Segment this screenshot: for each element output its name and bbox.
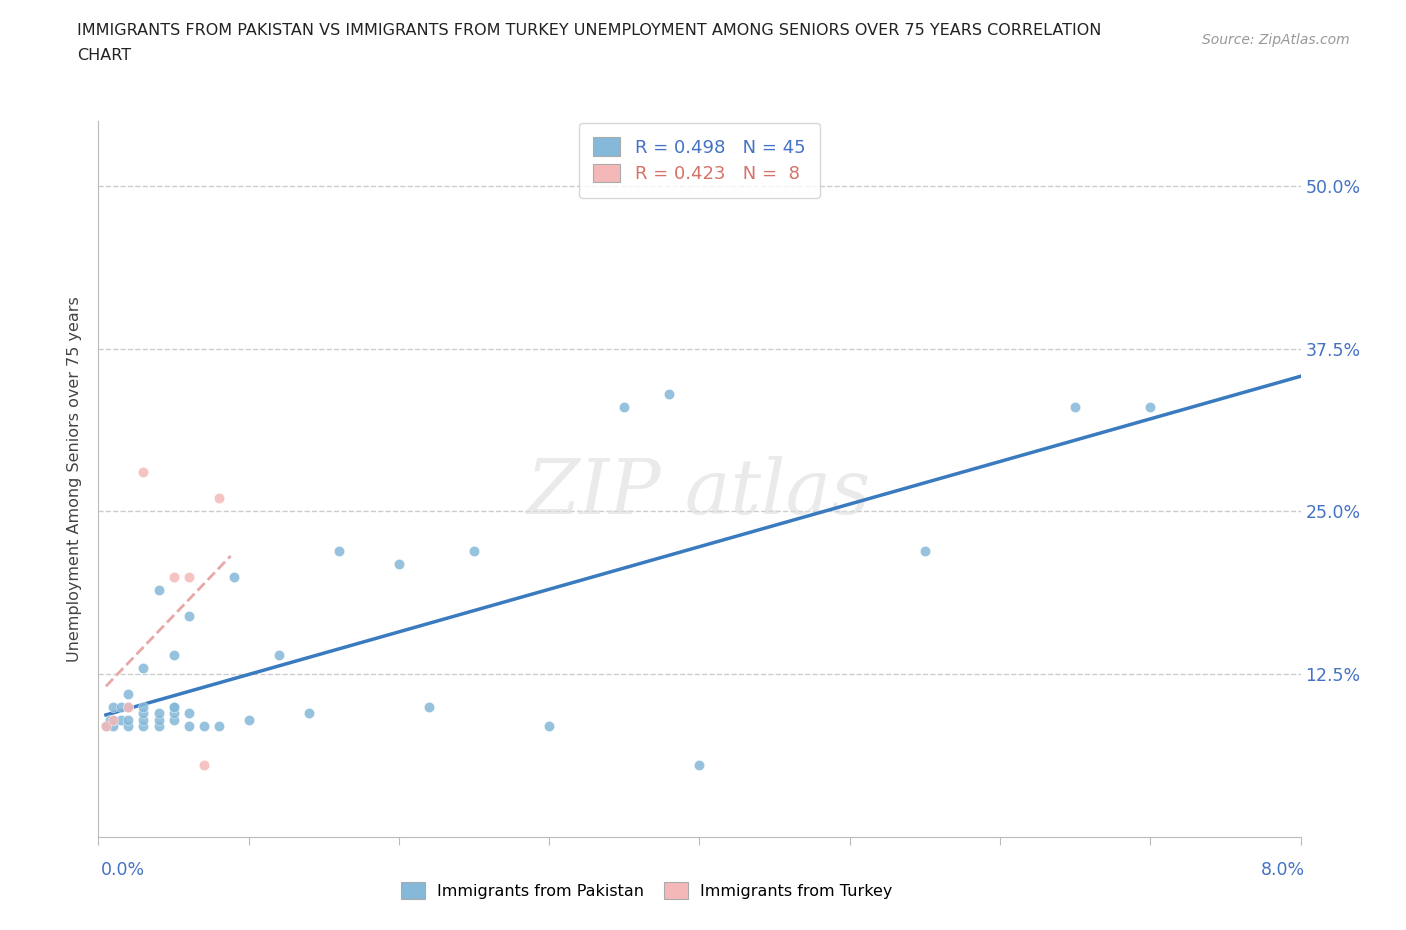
Point bbox=[208, 719, 231, 734]
Point bbox=[177, 569, 200, 584]
Point bbox=[103, 712, 125, 727]
Legend: Immigrants from Pakistan, Immigrants from Turkey: Immigrants from Pakistan, Immigrants fro… bbox=[394, 876, 900, 905]
Point bbox=[328, 543, 350, 558]
Point bbox=[162, 699, 184, 714]
Point bbox=[177, 608, 200, 623]
Point bbox=[100, 712, 122, 727]
Point bbox=[117, 699, 139, 714]
Point bbox=[208, 491, 231, 506]
Point bbox=[658, 387, 681, 402]
Point bbox=[132, 660, 155, 675]
Text: 8.0%: 8.0% bbox=[1261, 860, 1305, 879]
Point bbox=[177, 719, 200, 734]
Legend: R = 0.498   N = 45, R = 0.423   N =  8: R = 0.498 N = 45, R = 0.423 N = 8 bbox=[579, 123, 820, 197]
Text: CHART: CHART bbox=[77, 48, 131, 63]
Point bbox=[103, 699, 125, 714]
Point bbox=[117, 699, 139, 714]
Point bbox=[132, 465, 155, 480]
Point bbox=[103, 719, 125, 734]
Point bbox=[177, 706, 200, 721]
Point bbox=[132, 699, 155, 714]
Point bbox=[110, 699, 132, 714]
Point bbox=[117, 712, 139, 727]
Point bbox=[298, 706, 321, 721]
Point bbox=[103, 712, 125, 727]
Point bbox=[148, 712, 170, 727]
Point bbox=[132, 719, 155, 734]
Point bbox=[117, 719, 139, 734]
Point bbox=[238, 712, 260, 727]
Point bbox=[162, 569, 184, 584]
Point bbox=[162, 712, 184, 727]
Text: 0.0%: 0.0% bbox=[101, 860, 145, 879]
Point bbox=[162, 699, 184, 714]
Point bbox=[94, 719, 117, 734]
Point bbox=[689, 758, 711, 773]
Text: ZIP atlas: ZIP atlas bbox=[527, 457, 872, 530]
Point bbox=[463, 543, 485, 558]
Point bbox=[613, 400, 636, 415]
Point bbox=[162, 647, 184, 662]
Point bbox=[132, 706, 155, 721]
Point bbox=[132, 712, 155, 727]
Point bbox=[538, 719, 561, 734]
Point bbox=[117, 686, 139, 701]
Text: Source: ZipAtlas.com: Source: ZipAtlas.com bbox=[1202, 33, 1350, 46]
Point bbox=[222, 569, 245, 584]
Point bbox=[148, 706, 170, 721]
Point bbox=[1139, 400, 1161, 415]
Point bbox=[148, 582, 170, 597]
Point bbox=[162, 706, 184, 721]
Point bbox=[418, 699, 440, 714]
Text: IMMIGRANTS FROM PAKISTAN VS IMMIGRANTS FROM TURKEY UNEMPLOYMENT AMONG SENIORS OV: IMMIGRANTS FROM PAKISTAN VS IMMIGRANTS F… bbox=[77, 23, 1102, 38]
Point bbox=[94, 719, 117, 734]
Point bbox=[914, 543, 936, 558]
Point bbox=[110, 712, 132, 727]
Point bbox=[1064, 400, 1087, 415]
Point bbox=[267, 647, 290, 662]
Point bbox=[193, 719, 215, 734]
Point bbox=[193, 758, 215, 773]
Point bbox=[388, 556, 411, 571]
Point bbox=[148, 719, 170, 734]
Y-axis label: Unemployment Among Seniors over 75 years: Unemployment Among Seniors over 75 years bbox=[67, 296, 83, 662]
